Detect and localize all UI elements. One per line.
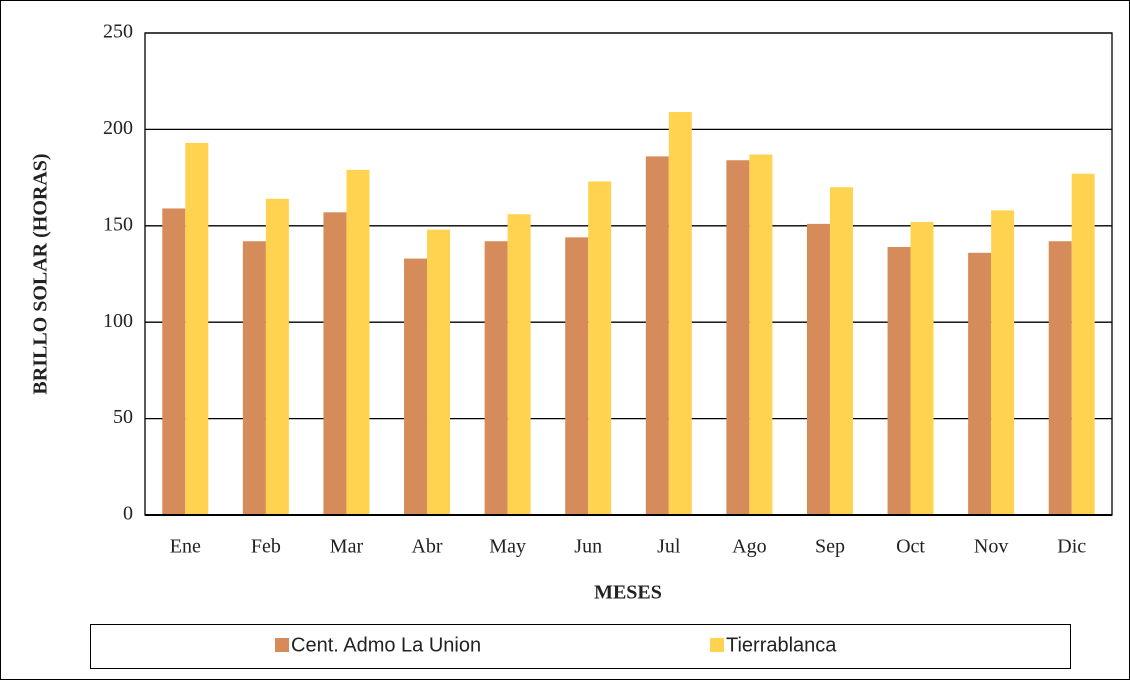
bar bbox=[185, 142, 209, 515]
y-tick-label: 200 bbox=[103, 117, 133, 139]
bar bbox=[484, 241, 508, 515]
x-axis-label: MESES bbox=[594, 582, 662, 604]
x-tick-label: Feb bbox=[251, 536, 281, 558]
x-tick-label: Abr bbox=[411, 536, 442, 558]
bar bbox=[668, 112, 692, 515]
legend-label: Tierrablanca bbox=[726, 634, 837, 656]
bar bbox=[645, 156, 669, 515]
legend-label: Cent. Admo La Union bbox=[291, 634, 481, 656]
y-tick-label: 100 bbox=[103, 310, 133, 332]
bar bbox=[1048, 241, 1072, 515]
legend-swatch bbox=[275, 638, 289, 652]
y-tick-label: 50 bbox=[113, 406, 133, 428]
y-tick-label: 0 bbox=[123, 503, 133, 525]
bar bbox=[910, 221, 934, 515]
bar bbox=[404, 258, 428, 515]
y-tick-label: 250 bbox=[103, 21, 133, 43]
bar bbox=[749, 154, 773, 516]
y-tick-label: 150 bbox=[103, 213, 133, 235]
bar bbox=[829, 187, 853, 516]
bar bbox=[323, 212, 347, 515]
x-tick-label: Jun bbox=[574, 536, 602, 558]
y-axis-label: BRILLO SOLAR (HORAS) bbox=[30, 153, 52, 394]
bar bbox=[242, 241, 266, 515]
x-tick-label: Jul bbox=[657, 536, 681, 558]
x-tick-label: Sep bbox=[815, 536, 845, 558]
bar bbox=[265, 198, 289, 516]
x-tick-label: Oct bbox=[896, 536, 925, 558]
bar bbox=[427, 229, 451, 515]
bar bbox=[968, 252, 992, 516]
bar bbox=[507, 214, 531, 515]
bar bbox=[887, 247, 911, 515]
bar bbox=[1071, 173, 1095, 515]
x-tick-label: May bbox=[489, 536, 526, 558]
bar bbox=[726, 160, 750, 516]
legend-box bbox=[90, 624, 1071, 669]
x-tick-label: Ago bbox=[732, 536, 766, 558]
bar bbox=[346, 169, 370, 515]
x-tick-label: Ene bbox=[170, 536, 201, 558]
x-tick-label: Nov bbox=[974, 536, 1008, 558]
legend-swatch bbox=[710, 638, 724, 652]
x-tick-label: Mar bbox=[330, 536, 364, 558]
bar bbox=[588, 181, 612, 515]
bar bbox=[565, 237, 589, 516]
x-tick-label: Dic bbox=[1057, 536, 1086, 558]
bar bbox=[162, 208, 186, 515]
bar bbox=[806, 223, 830, 515]
bar bbox=[991, 210, 1015, 515]
